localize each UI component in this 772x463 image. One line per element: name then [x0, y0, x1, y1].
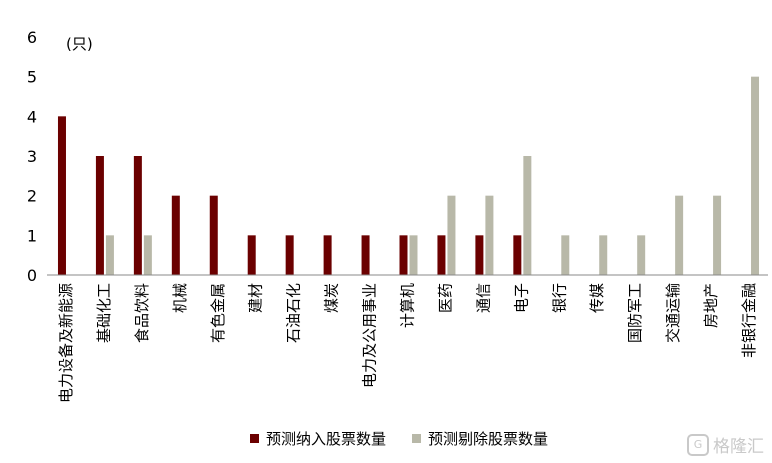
bar-include — [513, 235, 522, 275]
x-tick-label: 食品饮料 — [133, 283, 151, 343]
bar-exclude — [713, 195, 722, 275]
x-tick-label: 银行 — [550, 283, 568, 313]
x-tick-label: 电力及公用事业 — [361, 283, 379, 388]
y-tick-label: 5 — [27, 68, 37, 87]
legend: 预测纳入股票数量 预测剔除股票数量 — [250, 428, 548, 449]
x-tick-label: 通信 — [474, 283, 492, 313]
y-tick-label: 4 — [27, 107, 37, 126]
bar-include — [57, 116, 66, 275]
legend-swatch-exclude — [412, 434, 422, 443]
y-tick-label: 6 — [27, 28, 37, 47]
x-tick-label: 电力设备及新能源 — [57, 283, 75, 403]
x-tick-label: 有色金属 — [209, 283, 227, 343]
legend-label-include: 预测纳入股票数量 — [266, 430, 387, 448]
y-tick-label: 0 — [27, 266, 37, 285]
watermark: G 格隆汇 — [687, 432, 764, 457]
bar-include — [323, 235, 332, 275]
bar-include — [285, 235, 294, 275]
bar-exclude — [751, 76, 760, 276]
x-tick-label: 机械 — [171, 283, 189, 313]
x-tick-label: 医药 — [436, 283, 454, 313]
watermark-text: 格隆汇 — [713, 437, 764, 457]
bar-exclude — [675, 195, 684, 275]
bar-exclude — [637, 235, 646, 275]
legend-swatch-include — [250, 434, 259, 443]
bar-include — [247, 235, 256, 275]
x-tick-label: 基础化工 — [95, 283, 113, 343]
bar-exclude — [143, 235, 152, 275]
bar-include — [95, 156, 104, 275]
y-unit-label: (只) — [66, 35, 93, 53]
bar-exclude — [523, 156, 532, 275]
x-axis: 电力设备及新能源 基础化工 食品饮料 机械 有色金属 建材 石油石化 煤炭 电力及公用事业 计算机… — [47, 274, 768, 403]
x-tick-label: 石油石化 — [285, 283, 303, 343]
x-tick-label: 交通运输 — [664, 283, 682, 343]
y-tick-label: 1 — [27, 226, 37, 245]
bar-exclude — [447, 195, 456, 275]
watermark-logo-icon: G — [687, 433, 709, 456]
bar-include — [361, 235, 370, 275]
bar-include — [171, 195, 180, 275]
y-tick-label: 3 — [27, 147, 37, 166]
x-tick-label: 非银行金融 — [740, 283, 758, 358]
bar-include — [133, 156, 142, 275]
legend-label-exclude: 预测剔除股票数量 — [428, 430, 549, 448]
y-axis: 0 1 2 3 4 5 6 (只) — [27, 28, 93, 285]
bar-include — [437, 235, 446, 275]
x-tick-label: 房地产 — [702, 283, 720, 328]
x-tick-label: 电子 — [512, 283, 530, 313]
legend-item-exclude: 预测剔除股票数量 — [412, 428, 548, 449]
bar-include — [399, 235, 408, 275]
bar-include — [475, 235, 484, 275]
x-tick-label: 建材 — [247, 283, 265, 313]
bar-exclude — [485, 195, 494, 275]
bar-exclude — [105, 235, 114, 275]
y-tick-label: 2 — [27, 187, 37, 206]
bar-exclude — [561, 235, 570, 275]
legend-item-include: 预测纳入股票数量 — [250, 428, 386, 449]
x-tick-label: 煤炭 — [323, 283, 341, 313]
x-tick-label: 计算机 — [399, 283, 417, 328]
bars — [57, 76, 760, 276]
bar-include — [209, 195, 218, 275]
x-tick-label: 国防军工 — [626, 283, 644, 343]
bar-exclude — [409, 235, 418, 275]
x-tick-label: 传媒 — [588, 283, 606, 313]
bar-exclude — [599, 235, 608, 275]
